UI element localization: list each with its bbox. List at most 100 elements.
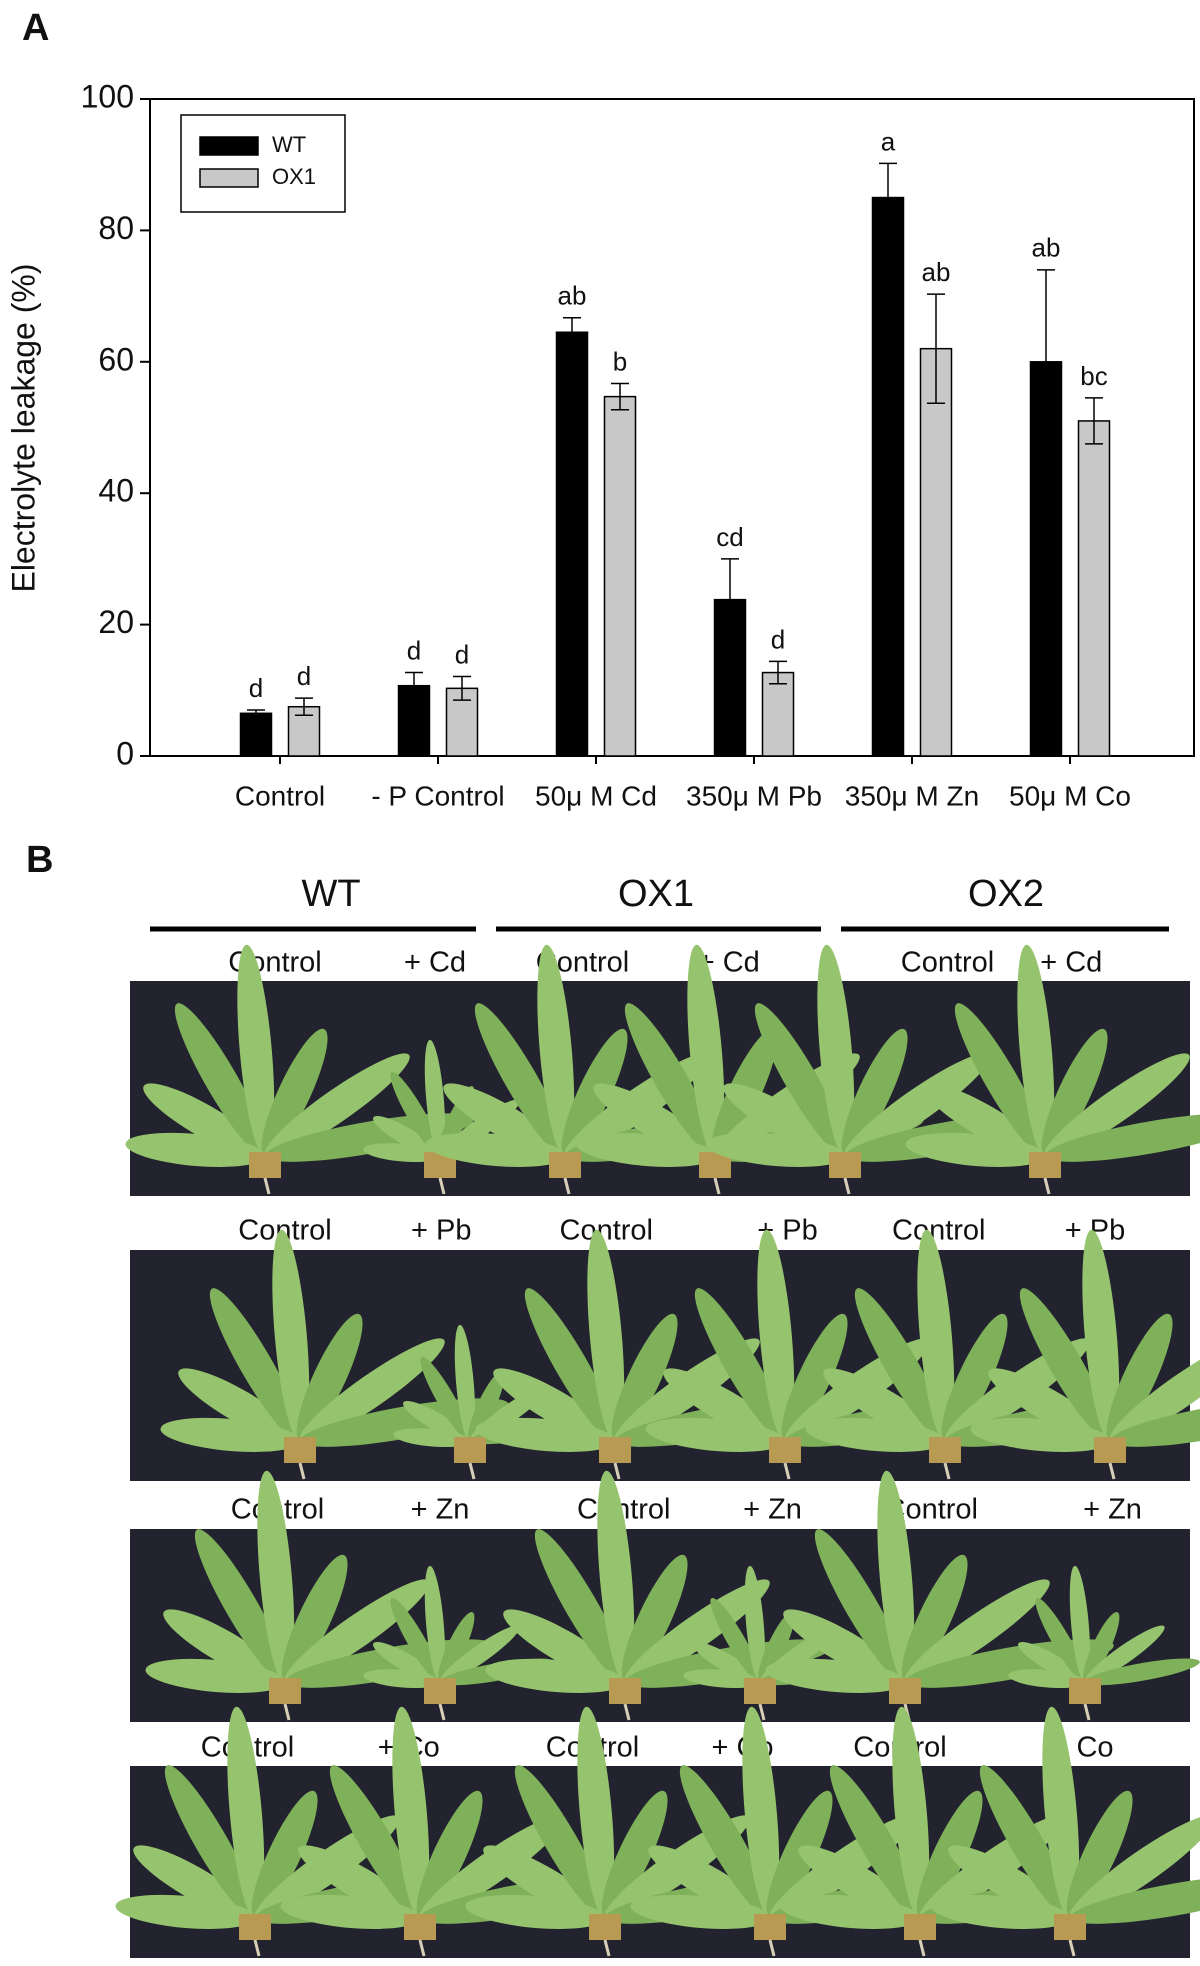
leaf: [757, 1229, 795, 1442]
leaf: [587, 1229, 625, 1442]
leaf: [227, 1706, 265, 1919]
leaf: [575, 1132, 716, 1167]
significance-letter: d: [249, 673, 263, 703]
root-plug: [609, 1678, 641, 1704]
leaf: [844, 1053, 990, 1158]
significance-letter: bc: [1080, 361, 1107, 391]
leaf: [970, 1417, 1111, 1452]
root: [283, 1703, 291, 1721]
root: [298, 1462, 306, 1480]
leaf: [299, 1338, 445, 1443]
legend-box: [180, 114, 346, 213]
leaf: [363, 1669, 441, 1689]
leaf: [264, 1053, 410, 1158]
leaf: [272, 1229, 310, 1442]
bar: [239, 712, 273, 757]
legend-swatch: [199, 136, 259, 156]
root: [438, 1703, 446, 1721]
leaf: [438, 1612, 475, 1683]
leaf: [1042, 1706, 1080, 1919]
leaf: [524, 1288, 618, 1442]
leaf: [194, 1529, 288, 1683]
leaf: [905, 1132, 1046, 1167]
root: [943, 1462, 951, 1480]
leaf: [373, 1642, 441, 1684]
significance-letter: cd: [716, 522, 743, 552]
leaf: [765, 1658, 906, 1693]
leaf: [1083, 1612, 1120, 1683]
leaf: [209, 1288, 303, 1442]
root: [758, 1703, 766, 1721]
leaf: [593, 1083, 716, 1159]
error-bar: [1085, 397, 1103, 445]
leaf: [329, 1765, 423, 1919]
leaf: [257, 1470, 295, 1683]
leaf: [1044, 1113, 1200, 1162]
leaf: [621, 1554, 688, 1683]
leaf: [601, 1790, 668, 1919]
leaf: [163, 1609, 286, 1685]
bar: [919, 347, 953, 757]
leaf: [143, 1083, 266, 1159]
root-plug: [239, 1914, 271, 1940]
leaf: [465, 1894, 606, 1929]
leaf: [125, 1132, 266, 1167]
leaf: [783, 1609, 906, 1685]
leaf: [281, 1554, 348, 1683]
root-plug: [829, 1152, 861, 1178]
x-tick-label: - P Control: [371, 780, 504, 811]
leaf: [174, 1003, 268, 1157]
leaf: [133, 1845, 256, 1921]
condition-label: Control: [901, 947, 995, 979]
leaf: [363, 1143, 441, 1163]
root: [1083, 1703, 1091, 1721]
leaf: [723, 1083, 846, 1159]
legend-label: OX1: [272, 164, 316, 189]
plant: [905, 944, 1200, 1195]
leaf: [624, 1003, 718, 1157]
root-plug: [1069, 1678, 1101, 1704]
leaf: [1109, 1398, 1200, 1447]
leaf: [178, 1368, 301, 1444]
leaf: [1082, 1229, 1120, 1442]
leaf: [1017, 944, 1055, 1157]
leaf: [805, 1417, 946, 1452]
bar: [555, 331, 589, 757]
leaf: [503, 1609, 626, 1685]
leaf: [261, 1028, 328, 1157]
root: [613, 1462, 621, 1480]
significance-letter: a: [881, 126, 896, 156]
leaf: [948, 1845, 1071, 1921]
leaf: [930, 1894, 1071, 1929]
root-plug: [754, 1914, 786, 1940]
leaf: [877, 1470, 915, 1683]
leaf: [280, 1894, 421, 1929]
leaf: [454, 1324, 476, 1442]
leaf: [373, 1116, 441, 1158]
root-plug: [269, 1678, 301, 1704]
error-bar: [769, 660, 787, 685]
root-plug: [424, 1678, 456, 1704]
leaf: [892, 1706, 930, 1919]
leaf: [424, 1039, 446, 1157]
leaf: [237, 944, 275, 1157]
leaf: [917, 1229, 955, 1442]
leaf: [393, 1428, 471, 1448]
leaf: [537, 944, 575, 1157]
leaf: [941, 1313, 1008, 1442]
error-bar: [563, 317, 581, 348]
leaf: [296, 1313, 363, 1442]
leaf: [904, 1579, 1050, 1684]
leaf: [475, 1417, 616, 1452]
root: [768, 1939, 776, 1957]
leaf: [624, 1579, 770, 1684]
leaf: [390, 1597, 442, 1683]
root: [263, 1177, 271, 1195]
leaf: [780, 1894, 921, 1929]
significance-letter: d: [407, 635, 421, 665]
root: [468, 1462, 476, 1480]
legend-label: WT: [272, 132, 306, 157]
genotype-header: OX1: [618, 873, 694, 915]
leaf: [645, 1417, 786, 1452]
error-bar: [453, 675, 471, 701]
